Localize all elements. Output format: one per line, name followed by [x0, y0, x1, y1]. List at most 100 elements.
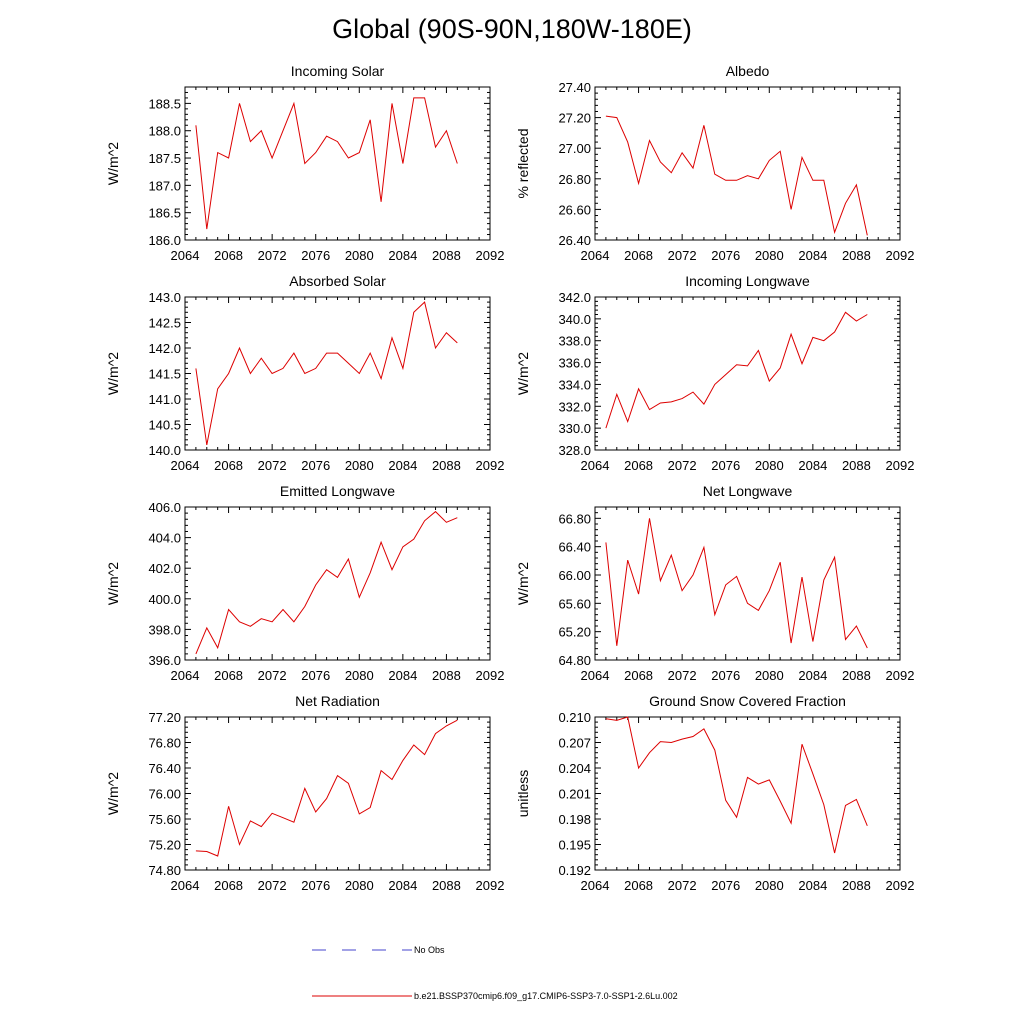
y-tick-label: 188.5: [148, 96, 181, 111]
x-tick-label: 2076: [711, 668, 740, 683]
panel-title: Absorbed Solar: [289, 273, 386, 289]
y-tick-label: 27.20: [558, 111, 591, 126]
x-tick-label: 2080: [755, 668, 784, 683]
x-tick-label: 2080: [755, 248, 784, 263]
y-tick-label: 332.0: [558, 399, 591, 414]
panel-1: 2064 2068 2072 2076 2080 2084 2088 2092 186.0 186…: [105, 63, 504, 263]
y-tick-label: 186.0: [148, 233, 181, 248]
x-tick-label: 2076: [711, 458, 740, 473]
y-tick-label: 336.0: [558, 356, 591, 371]
y-tick-label: 0.204: [558, 761, 591, 776]
y-tick-label: 342.0: [558, 290, 591, 305]
y-tick-label: 66.00: [558, 568, 591, 583]
y-tick-label: 188.0: [148, 124, 181, 139]
y-tick-label: 187.0: [148, 178, 181, 193]
y-tick-label: 143.0: [148, 290, 181, 305]
x-tick-label: 2080: [755, 458, 784, 473]
y-tick-label: 27.40: [558, 80, 591, 95]
y-tick-label: 142.0: [148, 341, 181, 356]
x-tick-label: 2068: [214, 458, 243, 473]
y-tick-label: 0.210: [558, 710, 591, 725]
y-tick-label: 402.0: [148, 561, 181, 576]
y-tick-label: 75.20: [148, 838, 181, 853]
x-tick-label: 2092: [476, 878, 505, 893]
x-tick-label: 2080: [345, 458, 374, 473]
x-tick-label: 2064: [581, 248, 610, 263]
y-tick-label: 398.0: [148, 622, 181, 637]
x-tick-label: 2064: [581, 668, 610, 683]
x-tick-label: 2068: [624, 458, 653, 473]
plot-frame: [594, 86, 901, 241]
x-tick-label: 2076: [301, 878, 330, 893]
x-tick-label: 2088: [432, 878, 461, 893]
series-line: [605, 716, 868, 854]
x-tick-label: 2092: [476, 248, 505, 263]
y-axis-label: W/m^2: [515, 562, 531, 605]
y-axis-label: W/m^2: [515, 352, 531, 395]
y-tick-label: 404.0: [148, 531, 181, 546]
x-tick-label: 2088: [842, 878, 871, 893]
y-tick-label: 0.207: [558, 736, 591, 751]
x-tick-label: 2064: [581, 458, 610, 473]
x-tick-label: 2084: [388, 668, 417, 683]
panel-title: Incoming Longwave: [685, 273, 810, 289]
series-line: [195, 510, 458, 655]
panel-4: 2064 2068 2072 2076 2080 2084 2088 2092 328.0 330…: [515, 273, 914, 473]
x-tick-label: 2076: [711, 878, 740, 893]
x-tick-label: 2084: [798, 878, 827, 893]
plot-frame: [594, 506, 901, 661]
x-tick-label: 2064: [171, 878, 200, 893]
panel-title: Incoming Solar: [291, 63, 385, 79]
x-tick-label: 2084: [798, 668, 827, 683]
series-line: [195, 97, 458, 230]
x-tick-label: 2064: [171, 458, 200, 473]
x-tick-label: 2092: [886, 668, 915, 683]
x-tick-label: 2072: [258, 248, 287, 263]
series-line: [195, 719, 458, 857]
legend: No Obs b.e21.BSSP370cmip6.f09_g17.CMIP6-S…: [312, 945, 678, 1001]
panel-title: Emitted Longwave: [280, 483, 395, 499]
x-tick-label: 2092: [886, 458, 915, 473]
y-tick-label: 334.0: [558, 377, 591, 392]
y-tick-label: 74.80: [148, 863, 181, 878]
x-tick-label: 2072: [668, 878, 697, 893]
panel-title: Albedo: [726, 63, 770, 79]
x-tick-label: 2088: [842, 668, 871, 683]
y-tick-label: 26.60: [558, 202, 591, 217]
x-tick-label: 2068: [624, 878, 653, 893]
plot-frame: [184, 296, 491, 451]
y-tick-label: 75.60: [148, 812, 181, 827]
legend-obs-label: No Obs: [414, 945, 445, 955]
x-tick-label: 2088: [432, 458, 461, 473]
x-tick-label: 2080: [345, 878, 374, 893]
x-tick-label: 2084: [798, 248, 827, 263]
plot-frame: [594, 716, 901, 871]
x-tick-label: 2068: [214, 248, 243, 263]
x-tick-label: 2072: [668, 668, 697, 683]
y-tick-label: 0.195: [558, 838, 591, 853]
y-tick-label: 76.00: [148, 787, 181, 802]
x-tick-label: 2080: [345, 248, 374, 263]
y-tick-label: 0.201: [558, 787, 591, 802]
plot-frame: [594, 296, 901, 451]
series-line: [195, 301, 458, 445]
x-tick-label: 2092: [476, 458, 505, 473]
x-tick-label: 2064: [171, 248, 200, 263]
x-tick-label: 2092: [886, 248, 915, 263]
y-axis-label: W/m^2: [105, 352, 121, 395]
y-tick-label: 64.80: [558, 653, 591, 668]
y-tick-label: 406.0: [148, 500, 181, 515]
y-axis-label: W/m^2: [105, 772, 121, 815]
y-tick-label: 340.0: [558, 312, 591, 327]
x-tick-label: 2088: [432, 668, 461, 683]
x-tick-label: 2084: [388, 248, 417, 263]
x-tick-label: 2072: [258, 878, 287, 893]
x-tick-label: 2088: [842, 248, 871, 263]
panel-6: 2064 2068 2072 2076 2080 2084 2088 2092 64.80 65.…: [515, 483, 914, 683]
x-tick-label: 2068: [624, 248, 653, 263]
y-tick-label: 0.192: [558, 863, 591, 878]
panel-8: 2064 2068 2072 2076 2080 2084 2088 2092 0.192 0.1…: [515, 693, 914, 893]
x-tick-label: 2068: [214, 668, 243, 683]
x-tick-label: 2080: [755, 878, 784, 893]
